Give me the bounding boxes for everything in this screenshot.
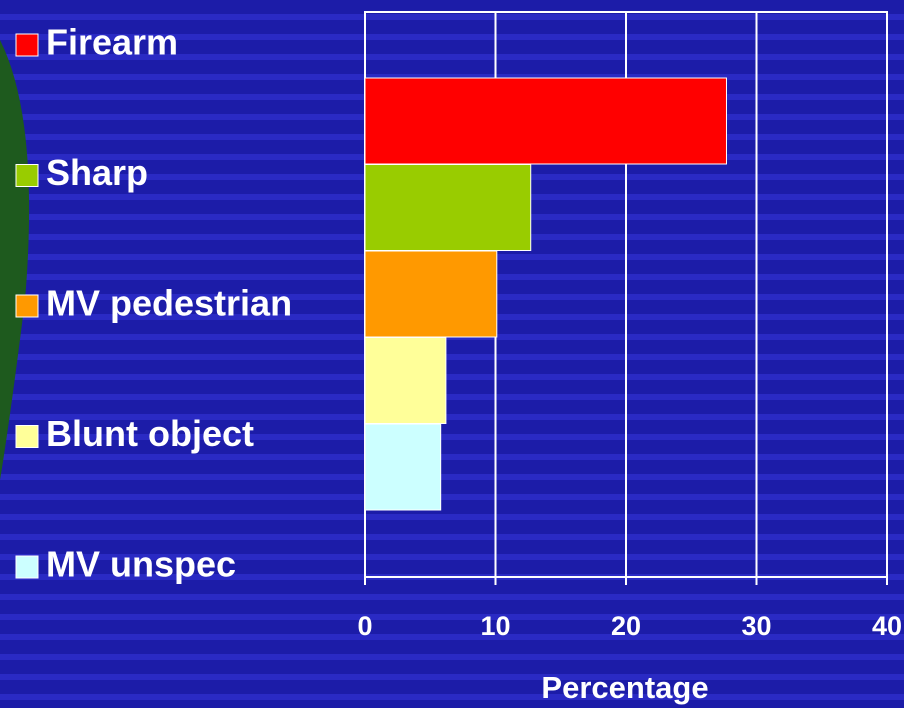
legend-label: Blunt object: [46, 413, 254, 454]
x-tick-label: 40: [872, 611, 902, 641]
bar: [364, 164, 532, 251]
bar: [364, 250, 498, 338]
bar: [364, 423, 442, 511]
legend-label: Sharp: [46, 152, 148, 193]
x-tick-label: 20: [611, 611, 641, 641]
legend-swatch: [15, 294, 39, 318]
x-tick-label: 10: [480, 611, 510, 641]
legend-label: MV pedestrian: [46, 283, 292, 324]
legend-swatch: [15, 164, 39, 187]
x-tick-label: 30: [741, 611, 771, 641]
bar: [364, 77, 727, 165]
x-tick-label: 0: [357, 611, 372, 641]
x-axis-label: Percentage: [541, 670, 708, 705]
legend-label: Firearm: [46, 22, 178, 63]
legend-swatch: [15, 555, 39, 579]
legend-label: MV unspec: [46, 544, 236, 585]
bar: [364, 337, 447, 424]
decoration: [0, 40, 30, 480]
legend-swatch: [15, 33, 39, 57]
legend-swatch: [15, 425, 39, 448]
